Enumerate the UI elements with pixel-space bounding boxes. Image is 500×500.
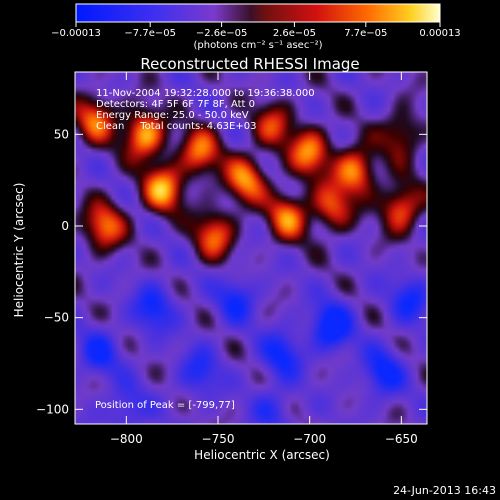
footer-timestamp: 24-Jun-2013 16:43 [393, 484, 496, 497]
heatmap-image [75, 72, 427, 424]
colorbar-tick-label: −7.7e−05 [124, 28, 176, 39]
x-axis-ticks: −800 −750 −700 −650 [110, 72, 418, 446]
x-tick-label: −650 [385, 432, 418, 446]
annotation-time-range: 11-Nov-2004 19:32:28.000 to 19:36:38.000 [96, 88, 315, 99]
plot-frame [74, 71, 428, 425]
colorbar: −0.00013 −7.7e−05 −2.6e−05 2.6e−05 7.7e−05 0.… [51, 3, 461, 51]
y-tick-label: 0 [61, 219, 69, 233]
plot-area: −800 −750 −700 −650 −100 −50 0 50 [36, 71, 428, 446]
colorbar-tick-label: 0.00013 [419, 28, 460, 39]
x-tick-label: −700 [293, 432, 326, 446]
colorbar-unit-label: (photons cm⁻² s⁻¹ asec⁻²) [193, 40, 322, 51]
x-tick-label: −750 [202, 432, 235, 446]
x-axis-label: Heliocentric X (arcsec) [194, 448, 330, 462]
y-axis-label: Heliocentric Y (arcsec) [12, 183, 26, 318]
annotation-clean-counts: Clean Total counts: 4.63E+03 [96, 121, 256, 132]
colorbar-tick-label: −2.6e−05 [196, 28, 248, 39]
colorbar-gradient [75, 3, 441, 23]
y-tick-label: −50 [44, 311, 69, 325]
x-tick-label: −800 [110, 432, 143, 446]
y-tick-label: −100 [36, 402, 69, 416]
colorbar-tick-label: 7.7e−05 [344, 28, 387, 39]
colorbar-tick-label: 2.6e−05 [273, 28, 316, 39]
observation-annotations: 11-Nov-2004 19:32:28.000 to 19:36:38.000… [95, 88, 315, 411]
y-tick-label: 50 [54, 127, 69, 141]
y-axis-ticks: −100 −50 0 50 [36, 127, 427, 416]
annotation-detectors: Detectors: 4F 5F 6F 7F 8F, Att 0 [96, 99, 255, 110]
colorbar-ticks: −0.00013 −7.7e−05 −2.6e−05 2.6e−05 7.7e−05 0.… [51, 22, 461, 39]
chart-title: Reconstructed RHESSI Image [140, 55, 359, 73]
annotation-energy-range: Energy Range: 25.0 - 50.0 keV [96, 110, 249, 121]
annotation-peak-position: Position of Peak = [-799,77] [95, 400, 235, 411]
colorbar-tick-label: −0.00013 [51, 28, 101, 39]
